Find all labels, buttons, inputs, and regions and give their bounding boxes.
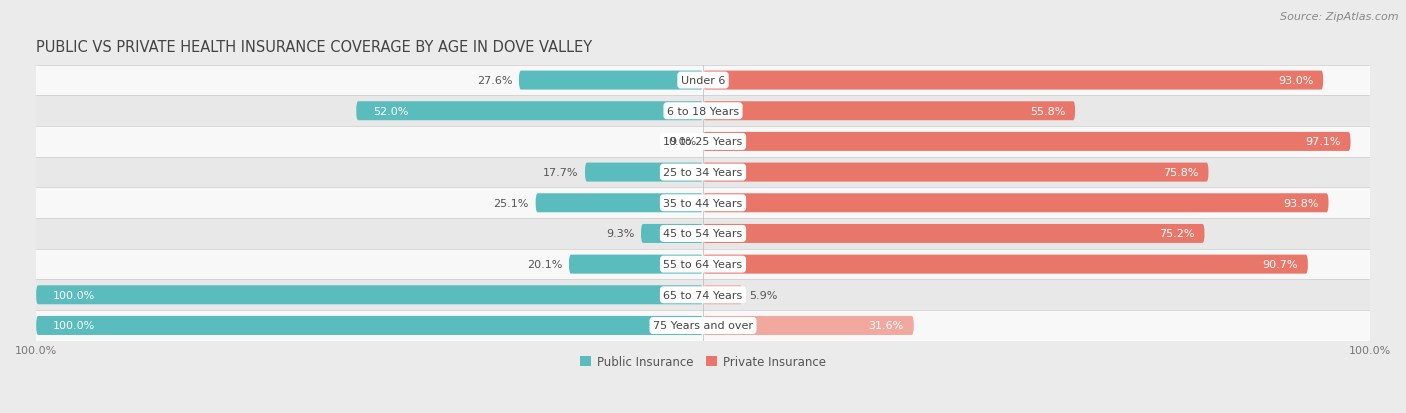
Text: 45 to 54 Years: 45 to 54 Years (664, 229, 742, 239)
FancyBboxPatch shape (703, 71, 1323, 90)
Text: 35 to 44 Years: 35 to 44 Years (664, 198, 742, 208)
Text: 20.1%: 20.1% (527, 259, 562, 269)
Text: 55.8%: 55.8% (1029, 107, 1066, 116)
Text: 9.3%: 9.3% (606, 229, 634, 239)
Text: 75.2%: 75.2% (1159, 229, 1195, 239)
FancyBboxPatch shape (703, 286, 742, 304)
FancyBboxPatch shape (703, 194, 1329, 213)
Text: 5.9%: 5.9% (749, 290, 778, 300)
Text: 93.0%: 93.0% (1278, 76, 1313, 86)
Text: PUBLIC VS PRIVATE HEALTH INSURANCE COVERAGE BY AGE IN DOVE VALLEY: PUBLIC VS PRIVATE HEALTH INSURANCE COVER… (37, 40, 592, 55)
FancyBboxPatch shape (37, 286, 703, 304)
Text: 97.1%: 97.1% (1305, 137, 1340, 147)
Text: 25.1%: 25.1% (494, 198, 529, 208)
Bar (37, 311, 1369, 341)
FancyBboxPatch shape (703, 316, 914, 335)
FancyBboxPatch shape (356, 102, 703, 121)
Text: 65 to 74 Years: 65 to 74 Years (664, 290, 742, 300)
Bar (37, 218, 1369, 249)
Bar (37, 157, 1369, 188)
Text: 17.7%: 17.7% (543, 168, 578, 178)
FancyBboxPatch shape (536, 194, 703, 213)
Text: 6 to 18 Years: 6 to 18 Years (666, 107, 740, 116)
Bar (37, 127, 1369, 157)
FancyBboxPatch shape (519, 71, 703, 90)
Bar (37, 249, 1369, 280)
FancyBboxPatch shape (37, 316, 703, 335)
FancyBboxPatch shape (585, 163, 703, 182)
Text: 52.0%: 52.0% (373, 107, 408, 116)
FancyBboxPatch shape (703, 163, 1209, 182)
FancyBboxPatch shape (703, 133, 1351, 152)
Text: 93.8%: 93.8% (1284, 198, 1319, 208)
Bar (37, 96, 1369, 127)
Text: Under 6: Under 6 (681, 76, 725, 86)
Bar (37, 66, 1369, 96)
Text: 75 Years and over: 75 Years and over (652, 321, 754, 331)
Text: 75.8%: 75.8% (1163, 168, 1198, 178)
Legend: Public Insurance, Private Insurance: Public Insurance, Private Insurance (579, 355, 827, 368)
Text: 27.6%: 27.6% (477, 76, 512, 86)
Text: 90.7%: 90.7% (1263, 259, 1298, 269)
FancyBboxPatch shape (703, 255, 1308, 274)
FancyBboxPatch shape (569, 255, 703, 274)
Text: 19 to 25 Years: 19 to 25 Years (664, 137, 742, 147)
Text: 0.0%: 0.0% (668, 137, 696, 147)
Text: 55 to 64 Years: 55 to 64 Years (664, 259, 742, 269)
Text: 31.6%: 31.6% (869, 321, 904, 331)
FancyBboxPatch shape (703, 102, 1076, 121)
FancyBboxPatch shape (703, 224, 1205, 243)
Text: Source: ZipAtlas.com: Source: ZipAtlas.com (1281, 12, 1399, 22)
Text: 100.0%: 100.0% (53, 321, 96, 331)
Text: 25 to 34 Years: 25 to 34 Years (664, 168, 742, 178)
Bar (37, 280, 1369, 311)
FancyBboxPatch shape (641, 224, 703, 243)
Text: 100.0%: 100.0% (53, 290, 96, 300)
Bar (37, 188, 1369, 218)
